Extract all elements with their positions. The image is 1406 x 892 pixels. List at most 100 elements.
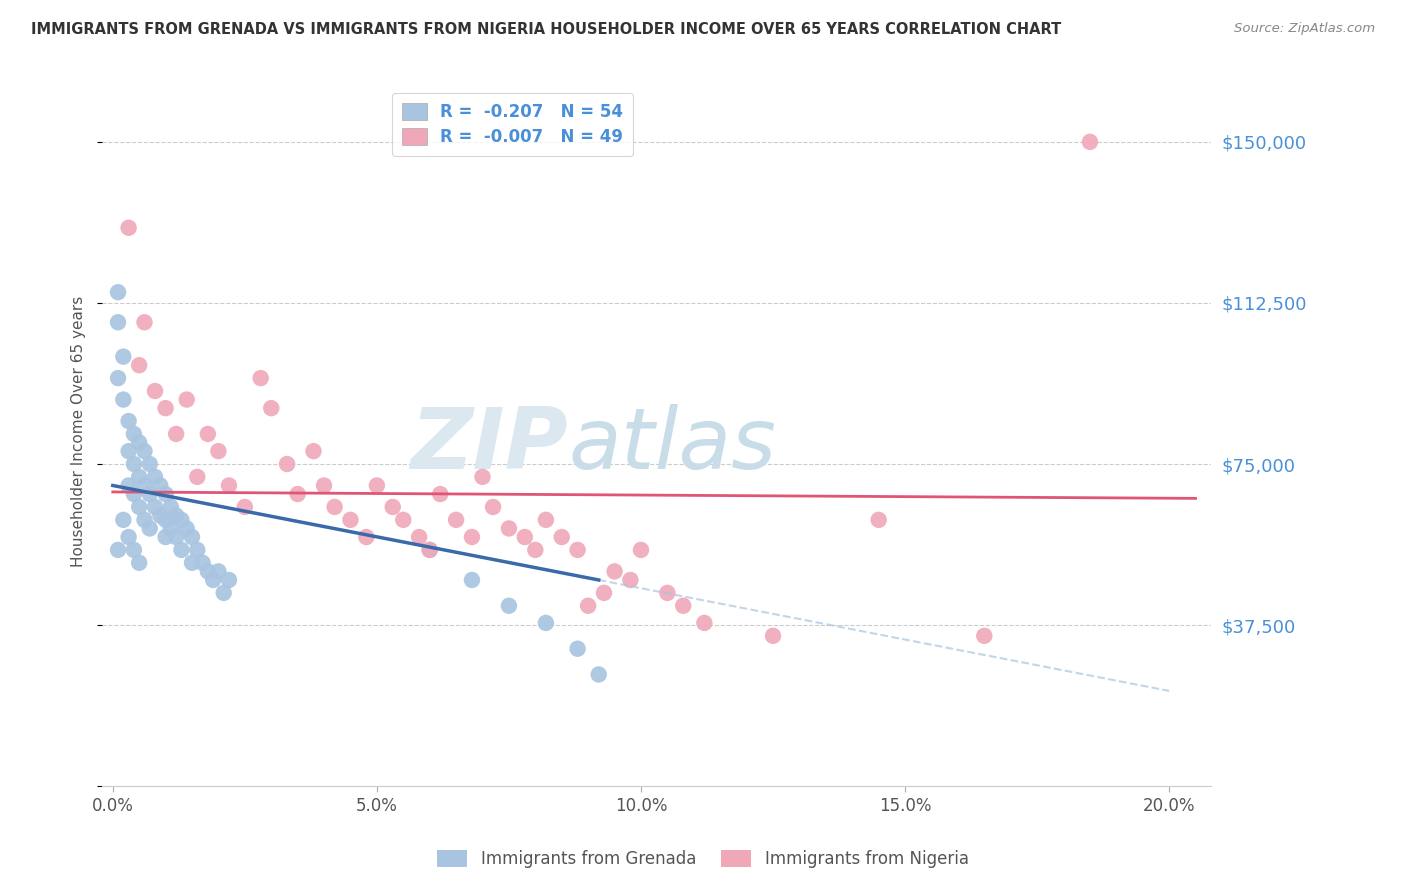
Point bbox=[107, 371, 129, 385]
Point bbox=[128, 358, 150, 372]
Point bbox=[170, 542, 193, 557]
Point bbox=[366, 478, 388, 492]
Point bbox=[551, 530, 574, 544]
Point bbox=[657, 586, 679, 600]
Point bbox=[191, 556, 214, 570]
Point bbox=[149, 508, 172, 523]
Point bbox=[419, 542, 441, 557]
Point bbox=[165, 530, 187, 544]
Point bbox=[143, 500, 166, 514]
Point bbox=[762, 629, 785, 643]
Point bbox=[139, 487, 162, 501]
Point bbox=[176, 521, 198, 535]
Point bbox=[202, 573, 225, 587]
Point bbox=[339, 513, 361, 527]
Point bbox=[122, 542, 145, 557]
Point bbox=[276, 457, 298, 471]
Point bbox=[149, 478, 172, 492]
Point bbox=[155, 513, 177, 527]
Point bbox=[112, 392, 135, 407]
Point bbox=[181, 530, 204, 544]
Point bbox=[107, 542, 129, 557]
Point bbox=[498, 599, 520, 613]
Point bbox=[134, 513, 156, 527]
Point bbox=[122, 487, 145, 501]
Point bbox=[128, 556, 150, 570]
Point bbox=[139, 457, 162, 471]
Point bbox=[1078, 135, 1101, 149]
Point bbox=[128, 500, 150, 514]
Point bbox=[381, 500, 404, 514]
Text: Source: ZipAtlas.com: Source: ZipAtlas.com bbox=[1234, 22, 1375, 36]
Point bbox=[603, 565, 626, 579]
Point bbox=[117, 414, 139, 428]
Point bbox=[356, 530, 378, 544]
Point bbox=[218, 573, 240, 587]
Point bbox=[429, 487, 451, 501]
Point bbox=[134, 315, 156, 329]
Point bbox=[419, 542, 441, 557]
Point bbox=[567, 542, 589, 557]
Point bbox=[408, 530, 430, 544]
Point bbox=[165, 508, 187, 523]
Text: ZIP: ZIP bbox=[411, 404, 568, 487]
Point bbox=[155, 401, 177, 416]
Point bbox=[186, 470, 208, 484]
Point bbox=[197, 565, 219, 579]
Point bbox=[218, 478, 240, 492]
Point bbox=[593, 586, 616, 600]
Point bbox=[630, 542, 652, 557]
Point bbox=[186, 542, 208, 557]
Point bbox=[170, 513, 193, 527]
Point bbox=[461, 530, 484, 544]
Point bbox=[576, 599, 599, 613]
Point bbox=[672, 599, 695, 613]
Legend: Immigrants from Grenada, Immigrants from Nigeria: Immigrants from Grenada, Immigrants from… bbox=[430, 843, 976, 875]
Point bbox=[524, 542, 547, 557]
Point bbox=[128, 470, 150, 484]
Point bbox=[112, 350, 135, 364]
Point bbox=[312, 478, 335, 492]
Point bbox=[868, 513, 890, 527]
Point bbox=[498, 521, 520, 535]
Point bbox=[392, 513, 415, 527]
Point bbox=[143, 470, 166, 484]
Point bbox=[444, 513, 467, 527]
Point bbox=[155, 487, 177, 501]
Point bbox=[207, 565, 229, 579]
Point bbox=[117, 530, 139, 544]
Point bbox=[112, 513, 135, 527]
Point bbox=[128, 435, 150, 450]
Point bbox=[107, 315, 129, 329]
Point bbox=[287, 487, 309, 501]
Y-axis label: Householder Income Over 65 years: Householder Income Over 65 years bbox=[72, 296, 86, 567]
Point bbox=[323, 500, 346, 514]
Point bbox=[122, 457, 145, 471]
Point bbox=[117, 478, 139, 492]
Text: IMMIGRANTS FROM GRENADA VS IMMIGRANTS FROM NIGERIA HOUSEHOLDER INCOME OVER 65 YE: IMMIGRANTS FROM GRENADA VS IMMIGRANTS FR… bbox=[31, 22, 1062, 37]
Point bbox=[461, 573, 484, 587]
Point bbox=[249, 371, 271, 385]
Point bbox=[176, 392, 198, 407]
Point bbox=[534, 615, 557, 630]
Point bbox=[117, 444, 139, 458]
Point bbox=[567, 641, 589, 656]
Point bbox=[155, 530, 177, 544]
Point bbox=[534, 513, 557, 527]
Point bbox=[134, 444, 156, 458]
Text: atlas: atlas bbox=[568, 404, 776, 487]
Point bbox=[107, 285, 129, 300]
Point bbox=[588, 667, 610, 681]
Point bbox=[693, 615, 716, 630]
Point bbox=[233, 500, 256, 514]
Point bbox=[197, 426, 219, 441]
Point bbox=[134, 478, 156, 492]
Point bbox=[619, 573, 641, 587]
Point bbox=[117, 220, 139, 235]
Point bbox=[160, 521, 183, 535]
Point bbox=[139, 521, 162, 535]
Point bbox=[207, 444, 229, 458]
Point bbox=[212, 586, 235, 600]
Point bbox=[260, 401, 283, 416]
Legend: R =  -0.207   N = 54, R =  -0.007   N = 49: R = -0.207 N = 54, R = -0.007 N = 49 bbox=[392, 93, 633, 156]
